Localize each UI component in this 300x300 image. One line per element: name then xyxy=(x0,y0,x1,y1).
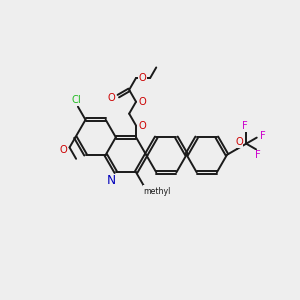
Text: N: N xyxy=(106,174,116,187)
Text: O: O xyxy=(235,137,243,147)
Text: F: F xyxy=(260,131,266,141)
Text: F: F xyxy=(255,150,261,160)
Text: O: O xyxy=(108,93,116,103)
Text: methyl: methyl xyxy=(144,187,171,196)
Text: Cl: Cl xyxy=(72,95,82,105)
Text: O: O xyxy=(59,145,67,155)
Text: methyl: methyl xyxy=(143,186,173,195)
Text: F: F xyxy=(242,122,248,131)
Text: O: O xyxy=(139,121,146,130)
Text: O: O xyxy=(139,73,146,83)
Text: O: O xyxy=(139,97,146,107)
